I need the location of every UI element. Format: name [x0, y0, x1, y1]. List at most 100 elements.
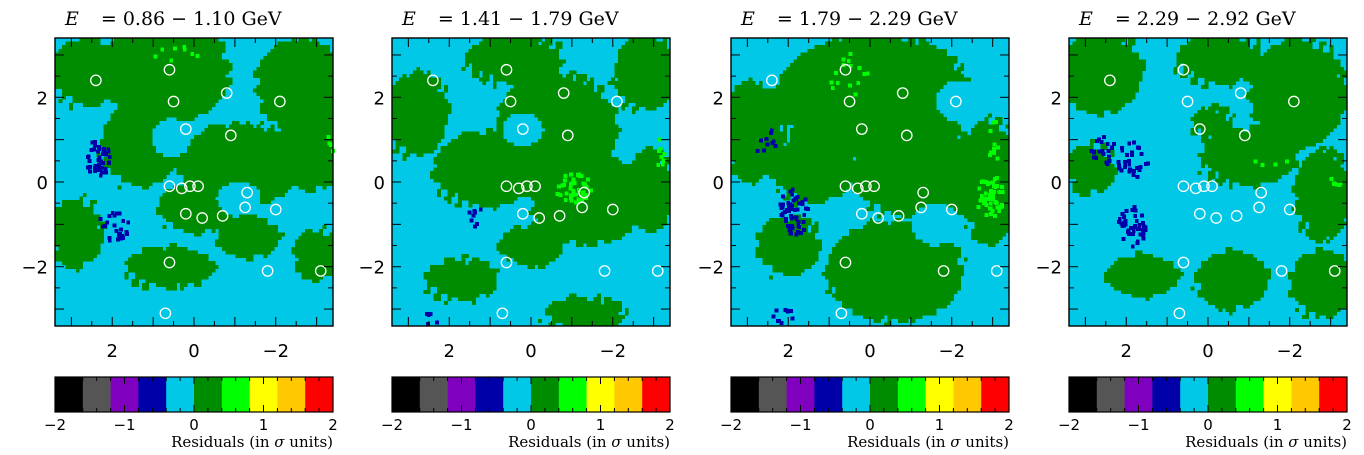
green-region-cell [663, 160, 671, 165]
y-tick-label: −2 [21, 258, 48, 279]
green-region-cell [312, 38, 317, 42]
green-region-cell [260, 196, 275, 201]
green-region-cell [541, 41, 553, 46]
colorbar-label-sigma: σ [274, 433, 285, 451]
green-region-cell [273, 45, 330, 50]
green-region-cell [82, 192, 87, 197]
green-region-cell [58, 99, 63, 104]
negative-residual-pixel [1127, 162, 1132, 167]
negative-residual-pixel [1131, 172, 1136, 177]
green-region-cell [305, 228, 313, 233]
colorbar-tick-label: 2 [665, 416, 675, 434]
green-region-cell [1069, 99, 1132, 104]
green-region-cell [79, 38, 101, 42]
green-region-cell [405, 149, 435, 154]
green-region-cell [1218, 182, 1223, 186]
positive-residual-pixel [995, 176, 1000, 181]
negative-residual-pixel [100, 224, 105, 229]
negative-residual-pixel [1131, 229, 1136, 234]
source-circle [1189, 182, 1202, 195]
green-region-cell [1114, 261, 1174, 266]
green-region-cell [228, 124, 254, 129]
green-region-cell [783, 70, 961, 75]
green-region-cell [61, 45, 226, 50]
green-region-cell [551, 315, 626, 320]
negative-residual-pixel [759, 138, 764, 143]
green-region-cell [96, 153, 101, 158]
negative-residual-pixel [769, 128, 774, 133]
green-region-cell [1253, 117, 1341, 122]
green-region-cell [1208, 171, 1216, 176]
green-region-cell [482, 74, 490, 78]
green-region-cell [617, 52, 671, 57]
positive-residual-pixel [987, 153, 992, 158]
green-region-cell [103, 131, 153, 136]
green-region-cell [492, 77, 574, 82]
green-region-cell [471, 70, 480, 75]
green-region-cell [1305, 156, 1334, 161]
green-region-cell [447, 192, 455, 197]
source-circle [1253, 201, 1265, 214]
negative-residual-pixel [1141, 231, 1146, 236]
negative-residual-pixel [1091, 155, 1096, 160]
green-region-cell [444, 88, 448, 93]
positive-residual-pixel [983, 191, 988, 196]
green-region-cell [731, 117, 947, 122]
negative-residual-pixel [1125, 152, 1129, 157]
source-circle [1230, 210, 1243, 222]
green-region-cell [765, 221, 798, 226]
negative-residual-pixel [786, 223, 791, 228]
green-region-cell [173, 225, 278, 230]
green-region-cell [1069, 70, 1143, 75]
colorbar-swatch [503, 377, 532, 412]
green-region-cell [1197, 293, 1264, 298]
green-region-cell [55, 74, 226, 78]
green-region-cell [977, 239, 999, 244]
green-region-cell [1208, 257, 1258, 262]
green-region-cell [166, 246, 188, 251]
green-region-cell [1110, 282, 1178, 287]
negative-residual-pixel [762, 148, 767, 153]
green-region-cell [970, 228, 1010, 233]
green-region-cell [1128, 41, 1136, 46]
green-region-cell [870, 200, 1010, 204]
negative-residual-pixel [1116, 220, 1121, 225]
negative-residual-pixel [1129, 150, 1134, 155]
positive-residual-pixel [182, 44, 187, 49]
negative-residual-pixel [1110, 145, 1114, 150]
green-region-cell [218, 236, 282, 240]
green-region-cell [107, 153, 164, 158]
negative-residual-pixel [1120, 212, 1125, 217]
green-region-cell [797, 192, 843, 197]
positive-residual-pixel [847, 83, 852, 88]
source-circle [163, 256, 176, 269]
green-region-cell [503, 232, 626, 237]
green-region-cell [918, 41, 930, 46]
negative-residual-pixel [90, 140, 95, 145]
negative-residual-pixel [802, 227, 806, 232]
green-region-cell [897, 318, 909, 323]
x-tick-label: 2 [107, 341, 118, 362]
negative-residual-pixel [102, 223, 107, 228]
green-region-cell [458, 135, 504, 140]
green-region-cell [1197, 171, 1202, 176]
green-region-cell [800, 52, 947, 57]
negative-residual-pixel [117, 211, 122, 216]
green-region-cell [260, 192, 285, 197]
positive-residual-pixel [990, 195, 995, 200]
green-region-cell [617, 92, 671, 96]
green-region-cell [294, 264, 334, 269]
green-region-cell [1194, 70, 1348, 75]
green-region-cell [1315, 250, 1334, 255]
green-region-cell [783, 124, 787, 129]
green-region-cell [908, 38, 916, 42]
green-region-cell [444, 261, 466, 266]
green-region-cell [305, 189, 317, 194]
positive-residual-pixel [569, 198, 574, 203]
green-region-cell [256, 185, 292, 190]
green-region-cell [1194, 279, 1268, 284]
green-region-cell [1100, 146, 1108, 150]
green-region-cell [863, 196, 1010, 201]
green-region-cell [266, 117, 334, 122]
